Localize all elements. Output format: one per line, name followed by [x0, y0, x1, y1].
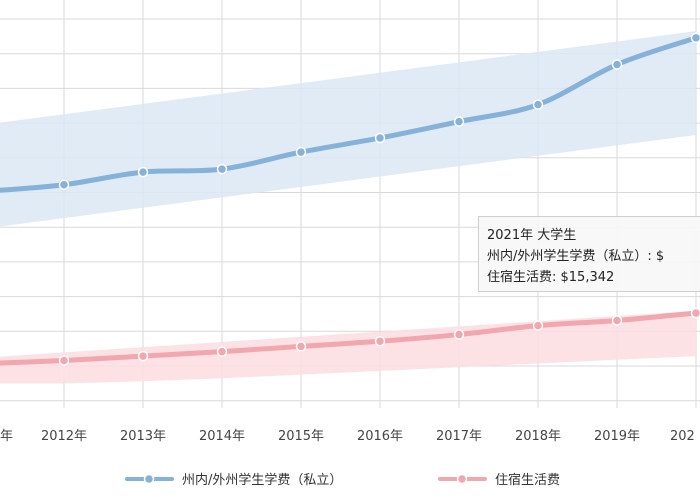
legend-label-tuition: 州内/外州学生学费（私立） — [182, 472, 342, 488]
point-series-0-2[interactable] — [137, 166, 149, 178]
point-series-0-4[interactable] — [295, 146, 307, 158]
legend-marker-living — [456, 473, 468, 485]
point-series-0-7[interactable] — [532, 99, 544, 110]
point-series-1-3[interactable] — [216, 346, 228, 357]
legend[interactable]: 州内/外州学生学费（私立） 住宿生活费 — [125, 472, 560, 488]
legend-marker-tuition — [143, 473, 155, 485]
band-series-0 — [0, 31, 696, 227]
x-tick-label: 2014年 — [199, 429, 245, 444]
x-tick-label: 2012年 — [41, 429, 87, 444]
tooltip-line-tuition: 州内/外州学生学费（私立）: $ — [487, 249, 665, 264]
legend-item-tuition[interactable]: 州内/外州学生学费（私立） — [125, 472, 342, 488]
point-series-0-8[interactable] — [611, 59, 623, 70]
point-series-0-3[interactable] — [216, 163, 228, 175]
point-series-1-7[interactable] — [532, 320, 544, 331]
point-series-1-6[interactable] — [453, 329, 465, 340]
series-points — [58, 32, 700, 366]
point-series-1-4[interactable] — [295, 341, 307, 352]
point-series-1-1[interactable] — [58, 355, 70, 366]
tooltip-title: 2021年 大学生 — [487, 228, 577, 243]
point-series-0-9[interactable] — [690, 32, 700, 44]
line-series-1 — [0, 310, 699, 366]
point-series-0-1[interactable] — [58, 179, 70, 190]
x-tick-label: 2017年 — [436, 429, 482, 444]
point-series-1-2[interactable] — [137, 350, 149, 362]
x-axis-ticks: 年 2012年 2013年 2014年 2015年 2016年 2017年 2018年 2019… — [0, 429, 695, 444]
confidence-bands — [0, 31, 696, 384]
point-series-1-5[interactable] — [374, 335, 386, 347]
point-series-0-5[interactable] — [374, 132, 386, 144]
legend-item-living[interactable]: 住宿生活费 — [438, 472, 560, 488]
x-tick-label: 202 — [670, 429, 695, 444]
point-series-0-6[interactable] — [453, 116, 465, 127]
tooltip: 2021年 大学生 州内/外州学生学费（私立）: $ 住宿生活费: $15,34… — [478, 216, 700, 292]
x-tick-label: 2013年 — [120, 429, 166, 444]
x-tick-label: 2015年 — [278, 429, 324, 444]
line-series-0 — [0, 35, 699, 193]
point-series-1-9[interactable] — [690, 307, 700, 319]
tooltip-line-living: 住宿生活费: $15,342 — [487, 270, 615, 285]
x-tick-label: 2018年 — [515, 429, 561, 444]
x-tick-label: 2016年 — [357, 429, 403, 444]
series-lines — [0, 35, 699, 366]
legend-label-living: 住宿生活费 — [495, 472, 560, 488]
x-tick-label: 2019年 — [594, 429, 640, 444]
x-tick-label: 年 — [0, 429, 13, 444]
point-series-1-8[interactable] — [611, 315, 623, 326]
